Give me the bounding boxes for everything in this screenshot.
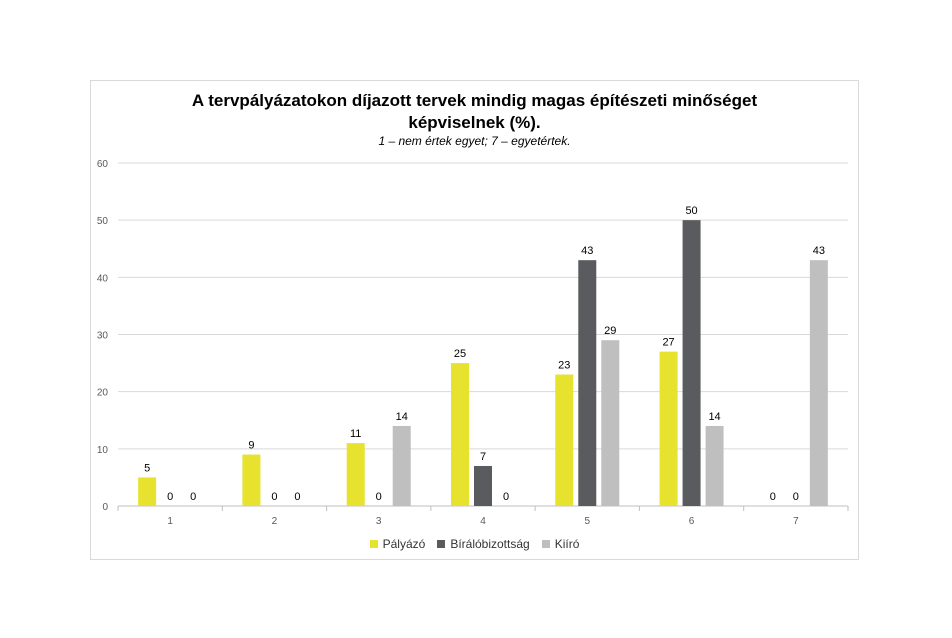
bar (578, 260, 597, 506)
x-tick-label: 2 (272, 516, 278, 527)
legend-item: Pályázó (369, 537, 426, 551)
x-tick-label: 3 (376, 516, 382, 527)
legend-item: Bírálóbizottság (437, 537, 530, 551)
legend-label: Pályázó (382, 537, 426, 551)
bar (474, 465, 492, 506)
chart-title-line-2: képviselnek (%). (408, 113, 541, 132)
chart-subtitle: 1 – nem értek egyet; 7 – egyetértek. (378, 134, 571, 148)
bar (705, 425, 724, 506)
data-label: 25 (454, 348, 466, 360)
data-label: 0 (294, 491, 300, 503)
data-label: 0 (793, 491, 799, 503)
data-label: 14 (708, 411, 720, 423)
legend-swatch (437, 540, 446, 548)
data-label: 43 (581, 245, 593, 257)
chart-legend: Pályázó Bírálóbizottság Kiíró (90, 537, 859, 551)
y-tick-label: 60 (97, 159, 109, 170)
data-label: 14 (396, 411, 408, 423)
data-label: 43 (813, 245, 825, 257)
bar (242, 454, 261, 506)
y-tick-label: 0 (102, 502, 108, 513)
legend-swatch (369, 540, 378, 548)
bar (451, 363, 469, 506)
data-label: 9 (248, 440, 254, 452)
data-label: 23 (558, 360, 570, 372)
bar (346, 443, 365, 506)
y-tick-label: 50 (97, 216, 109, 227)
bar (392, 425, 411, 506)
y-tick-label: 40 (97, 273, 109, 284)
bar (809, 260, 828, 506)
chart-title-line-1: A tervpályázatokon díjazott tervek mindi… (191, 91, 758, 110)
data-label: 0 (190, 491, 196, 503)
legend-label: Bírálóbizottság (450, 537, 530, 551)
data-label: 11 (350, 428, 361, 440)
x-tick-label: 1 (167, 516, 173, 527)
data-label: 50 (685, 205, 697, 217)
data-label: 0 (376, 491, 382, 503)
bar (555, 374, 574, 506)
chart-title: A tervpályázatokon díjazott tervek mindi… (90, 90, 859, 134)
data-label: 7 (480, 451, 486, 463)
y-tick-label: 30 (97, 331, 109, 342)
legend-swatch (541, 540, 550, 548)
x-tick-label: 5 (585, 516, 591, 527)
x-tick-label: 7 (793, 516, 799, 527)
bar (659, 351, 678, 506)
legend-label: Kiíró (554, 537, 580, 551)
bar (601, 340, 620, 506)
data-label: 27 (662, 337, 674, 349)
legend-item: Kiíró (541, 537, 580, 551)
bar (682, 220, 701, 506)
data-label: 29 (604, 325, 616, 337)
y-tick-label: 20 (97, 388, 109, 399)
data-label: 0 (503, 491, 509, 503)
x-tick-label: 6 (689, 516, 695, 527)
x-tick-label: 4 (480, 516, 486, 527)
data-label: 5 (144, 462, 150, 474)
bar (138, 477, 157, 506)
y-tick-label: 10 (97, 445, 109, 456)
data-label: 0 (167, 491, 173, 503)
data-label: 0 (770, 491, 776, 503)
data-label: 0 (271, 491, 277, 503)
